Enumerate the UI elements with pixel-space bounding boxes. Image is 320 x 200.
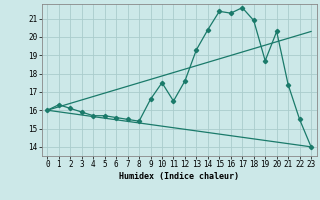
X-axis label: Humidex (Indice chaleur): Humidex (Indice chaleur) (119, 172, 239, 181)
